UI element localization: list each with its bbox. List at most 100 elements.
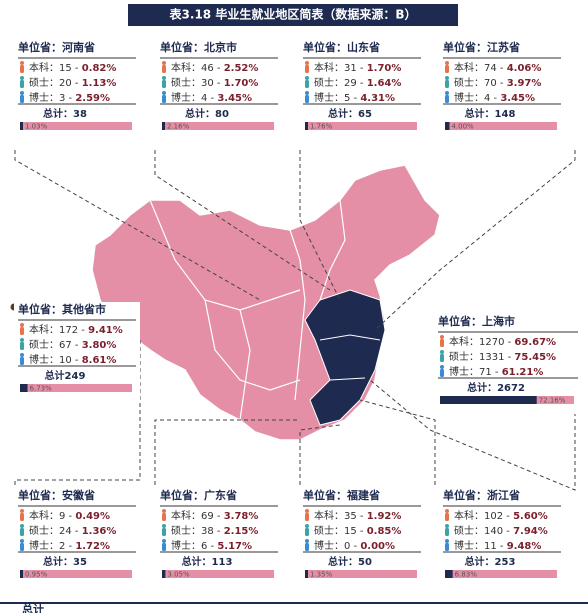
row-count: 博士：11 - (454, 539, 507, 552)
person-icon-body (20, 95, 24, 103)
person-icon-body (20, 357, 24, 365)
row-count: 硕士：38 - (171, 524, 224, 537)
row-count: 博士：0 - (314, 539, 360, 552)
share-track (305, 570, 417, 578)
row-count: 本科：46 - (171, 61, 224, 74)
panel-total: 总计：80 (185, 107, 229, 120)
row-percent: 3.80% (82, 340, 117, 351)
row-count: 博士：3 - (29, 91, 75, 104)
row-count: 本科：35 - (314, 509, 367, 522)
share-label: 1.35% (310, 571, 333, 579)
person-icon-head (20, 509, 24, 513)
row-text: 本科：15 - 0.82% (29, 61, 116, 74)
row-count: 本科：69 - (171, 509, 224, 522)
person-icon-body (305, 95, 309, 103)
row-text: 硕士：67 - 3.80% (29, 338, 116, 351)
row-percent: 1.36% (82, 526, 117, 537)
row-text: 本科：1270 - 69.67% (449, 335, 556, 348)
row-count: 硕士：1331 - (449, 350, 514, 363)
row-count: 硕士：30 - (171, 76, 224, 89)
panel-total: 总计：50 (328, 555, 372, 568)
person-icon-body (20, 543, 24, 551)
person-icon-head (20, 76, 24, 80)
row-percent: 9.41% (88, 325, 123, 336)
row-percent: 1.72% (75, 541, 110, 552)
row-count: 博士：6 - (171, 539, 217, 552)
person-icon-head (20, 323, 24, 327)
title-bar (128, 4, 458, 26)
row-percent: 2.15% (224, 526, 259, 537)
panel-total: 总计：148 (465, 107, 516, 120)
panel-heading: 单位省：江苏省 (443, 40, 520, 54)
share-track (445, 122, 557, 130)
row-text: 博士：2 - 1.72% (29, 539, 110, 552)
row-count: 博士：71 - (449, 365, 502, 378)
share-bar (162, 122, 165, 130)
share-label: 6.73% (30, 385, 53, 393)
row-text: 硕士：38 - 2.15% (171, 524, 258, 537)
row-count: 本科：31 - (314, 61, 367, 74)
person-icon-body (20, 65, 24, 73)
panel-heading: 单位省：上海市 (438, 314, 515, 328)
row-percent: 61.21% (502, 367, 544, 378)
person-icon-body (440, 339, 444, 347)
row-percent: 2.59% (75, 93, 110, 104)
share-label: 6.83% (455, 571, 478, 579)
person-icon-head (20, 61, 24, 65)
row-text: 本科：172 - 9.41% (29, 323, 123, 336)
panel-total: 总计：65 (328, 107, 372, 120)
footer-label: 总计 (22, 602, 44, 613)
person-icon-body (445, 528, 449, 536)
share-bar (305, 122, 308, 130)
person-icon-body (305, 80, 309, 88)
row-text: 本科：102 - 5.60% (454, 509, 548, 522)
row-text: 硕士：30 - 1.70% (171, 76, 258, 89)
row-text: 本科：31 - 1.70% (314, 61, 401, 74)
row-count: 硕士：15 - (314, 524, 367, 537)
row-text: 博士：6 - 5.17% (171, 539, 252, 552)
person-icon-body (20, 342, 24, 350)
row-percent: 8.61% (82, 355, 117, 366)
row-text: 博士：10 - 8.61% (29, 353, 116, 366)
share-bar (445, 122, 450, 130)
row-percent: 3.78% (224, 511, 259, 522)
row-percent: 7.94% (513, 526, 548, 537)
panel-total: 总计：38 (43, 107, 87, 120)
title: 表3.18 毕业生就业地区简表（数据来源：B） (169, 7, 417, 22)
share-bar (20, 570, 23, 578)
row-text: 硕士：140 - 7.94% (454, 524, 548, 537)
panel-total: 总计：2672 (467, 381, 525, 394)
row-count: 硕士：70 - (454, 76, 507, 89)
share-track (20, 384, 132, 392)
person-icon-body (440, 354, 444, 362)
person-icon-body (445, 543, 449, 551)
row-text: 硕士：1331 - 75.45% (449, 350, 556, 363)
share-bar (162, 570, 166, 578)
person-icon-head (162, 524, 166, 528)
row-text: 博士：4 - 3.45% (171, 91, 252, 104)
person-icon-head (445, 91, 449, 95)
person-icon-body (20, 513, 24, 521)
person-icon-body (445, 513, 449, 521)
share-track (162, 122, 274, 130)
row-text: 博士：0 - 0.00% (314, 539, 395, 552)
row-percent: 3.97% (507, 78, 542, 89)
panel-heading: 单位省：浙江省 (443, 488, 520, 502)
row-count: 硕士：140 - (454, 524, 513, 537)
share-bar (445, 570, 453, 578)
person-icon-body (445, 80, 449, 88)
row-percent: 4.06% (507, 63, 542, 74)
row-percent: 0.00% (360, 541, 395, 552)
panel-heading: 单位省：安徽省 (18, 488, 95, 502)
panel-heading: 单位省：北京市 (160, 40, 237, 54)
share-track (20, 122, 132, 130)
row-percent: 0.85% (367, 526, 402, 537)
row-text: 本科：69 - 3.78% (171, 509, 258, 522)
row-text: 本科：74 - 4.06% (454, 61, 541, 74)
person-icon-head (305, 76, 309, 80)
row-percent: 1.70% (367, 63, 402, 74)
